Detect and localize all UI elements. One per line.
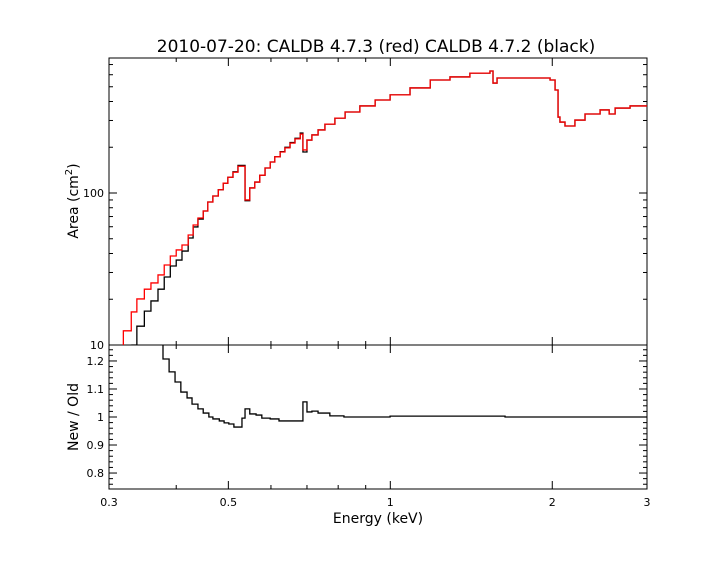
top-y-tick-label: 100 [83, 187, 104, 200]
top-y-tick-label: 10 [90, 339, 104, 352]
bottom-y-tick-label: 1.1 [87, 383, 105, 396]
x-tick-label: 0.5 [220, 496, 238, 509]
series-new-caldb-473 [122, 70, 647, 345]
bottom-y-axis-label: New / Old [66, 383, 82, 451]
bottom-y-tick-label: 0.8 [87, 467, 105, 480]
x-tick-label: 1 [387, 496, 394, 509]
axes: 0.3 0.5 1 2 3 10 100 0.8 0.9 1 1.1 1.2 [83, 57, 651, 509]
series-old-caldb-472 [131, 70, 647, 345]
x-tick-label: 0.3 [100, 496, 118, 509]
bottom-y-tick-label: 1.2 [87, 355, 105, 368]
top-panel-frame [108, 57, 648, 346]
bottom-y-tick-label: 0.9 [87, 439, 105, 452]
series-marks [122, 70, 647, 428]
top-y-axis-label: Area (cm2) [64, 163, 82, 238]
x-tick-label: 3 [644, 496, 651, 509]
chart-title: 2010-07-20: CALDB 4.7.3 (red) CALDB 4.7.… [157, 37, 595, 57]
series-ratio [162, 345, 647, 428]
bottom-y-tick-label: 1 [97, 411, 104, 424]
x-tick-label: 2 [549, 496, 556, 509]
x-axis-label: Energy (keV) [333, 511, 423, 527]
